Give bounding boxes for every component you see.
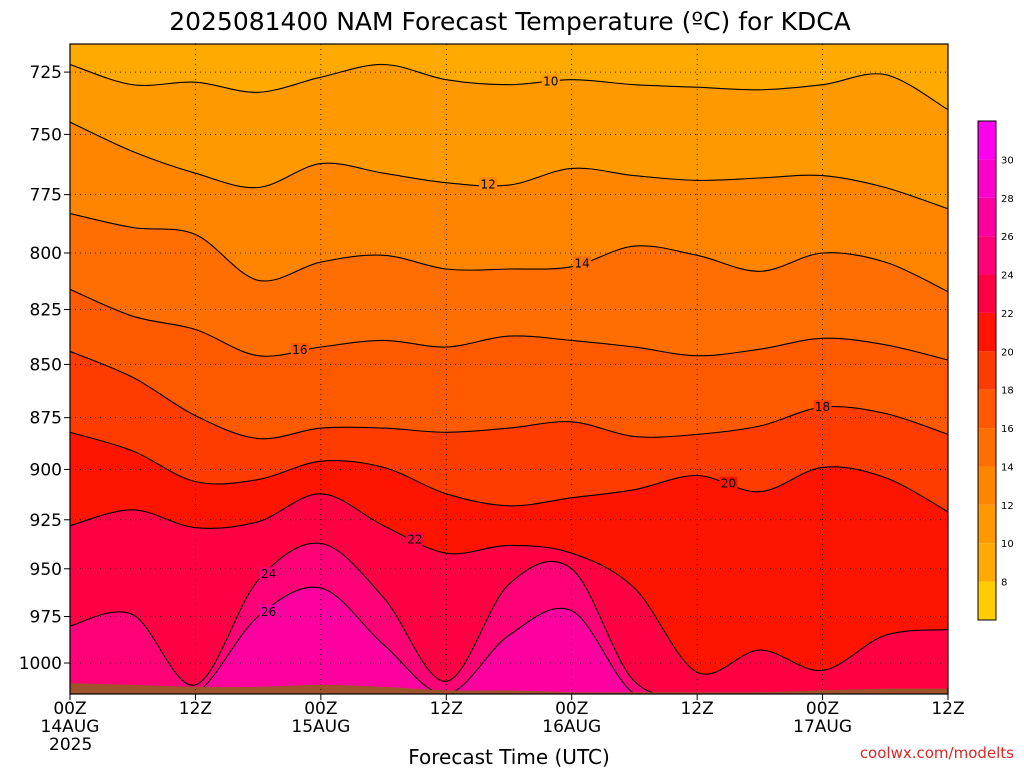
x-tick-label-24-1: 15AUG xyxy=(291,717,350,737)
colorbar-swatch-9 xyxy=(978,236,996,275)
colorbar-tick-16: 16 xyxy=(1001,424,1014,435)
isotherm-label-24: 24 xyxy=(261,567,276,581)
colorbar-swatch-1 xyxy=(978,543,996,582)
gridlines xyxy=(70,44,948,694)
isotherm-line-14 xyxy=(70,212,948,293)
isotherm-line-10 xyxy=(70,63,948,111)
ground-fill xyxy=(70,683,948,694)
colorbar-swatch-3 xyxy=(978,466,996,505)
isotherm-line-12 xyxy=(70,121,948,210)
isotherm-label-bg-22 xyxy=(405,532,424,546)
x-tick-label-0-0: 00Z xyxy=(53,699,86,719)
y-tick-label-825: 825 xyxy=(30,301,62,321)
colorbar-swatch-2 xyxy=(978,504,996,544)
isotherm-label-18: 18 xyxy=(815,400,830,414)
isotherm-line-24 xyxy=(70,542,948,694)
plot-frame xyxy=(69,43,949,695)
colorbar-swatch-7 xyxy=(978,312,996,352)
colorbar-swatch-5 xyxy=(978,389,996,429)
isotherm-label-14: 14 xyxy=(575,256,590,270)
y-tick-label-950: 950 xyxy=(30,560,62,580)
colorbar-tick-26: 26 xyxy=(1001,232,1014,243)
colorbar-swatch-10 xyxy=(978,197,996,237)
x-tick-label-12-0: 12Z xyxy=(179,699,212,719)
x-tick-label-84-0: 12Z xyxy=(931,699,964,719)
isotherm-line-22 xyxy=(70,493,948,675)
x-tick-label-72-0: 00Z xyxy=(806,699,839,719)
colorbar-swatch-8 xyxy=(978,274,996,313)
y-tick-label-850: 850 xyxy=(30,355,62,375)
y-tick-label-725: 725 xyxy=(30,63,62,83)
isotherm-label-10: 10 xyxy=(543,74,558,88)
colorbar-swatch-11 xyxy=(978,159,996,198)
y-axis: 725 750 775 800 825 850 875 900 925 950 975 1000 xyxy=(19,63,70,674)
colorbar-frame xyxy=(977,120,997,621)
isotherm-line-16 xyxy=(70,288,948,361)
isotherm-line-18 xyxy=(70,350,948,440)
isotherm-line-20 xyxy=(70,431,948,513)
chart-title: 2025081400 NAM Forecast Temperature (ºC)… xyxy=(169,7,851,36)
plot-area: 10 12 14 16 18 20 22 24 26 725 750 775 800 825 850 875 9… xyxy=(19,43,965,755)
y-tick-label-750: 750 xyxy=(30,125,62,145)
band-fill-26 xyxy=(70,587,948,694)
isotherm-label-bg-16 xyxy=(290,342,309,356)
colorbar-swatch-12 xyxy=(978,121,996,160)
isotherm-label-bg-14 xyxy=(573,256,592,270)
colorbar-tick-22: 22 xyxy=(1001,309,1014,320)
x-tick-label-60-0: 12Z xyxy=(681,699,714,719)
isotherm-label-bg-24 xyxy=(259,567,278,581)
x-tick-label-36-0: 12Z xyxy=(430,699,463,719)
y-tick-label-875: 875 xyxy=(30,409,62,429)
colorbar-tick-12: 12 xyxy=(1001,501,1014,512)
y-tick-label-925: 925 xyxy=(30,511,62,531)
colorbar-tick-24: 24 xyxy=(1001,271,1014,282)
x-tick-label-48-1: 16AUG xyxy=(542,717,601,737)
colorbar: 8 10 12 14 16 18 20 22 24 26 28 30 xyxy=(977,120,1014,621)
isotherm-label-22: 22 xyxy=(407,533,422,547)
colorbar-tick-10: 10 xyxy=(1001,539,1014,550)
x-tick-label-24-0: 00Z xyxy=(304,699,337,719)
colorbar-tick-30: 30 xyxy=(1001,155,1014,166)
colorbar-tick-8: 8 xyxy=(1001,578,1007,589)
isotherm-label-bg-18 xyxy=(813,400,832,414)
y-tick-label-775: 775 xyxy=(30,186,62,206)
credit-text: coolwx.com/modelts xyxy=(860,744,1014,762)
y-tick-label-975: 975 xyxy=(30,608,62,628)
temperature-fill-layer xyxy=(70,44,948,694)
isotherm-line-26 xyxy=(70,586,948,694)
colorbar-tick-20: 20 xyxy=(1001,347,1014,358)
y-tick-label-800: 800 xyxy=(30,244,62,264)
isotherm-label-16: 16 xyxy=(292,343,307,357)
isotherm-label-bg-26 xyxy=(259,604,278,618)
isotherm-lines-layer xyxy=(70,63,948,694)
isotherm-label-20: 20 xyxy=(721,477,736,491)
colorbar-tick-28: 28 xyxy=(1001,194,1014,205)
colorbar-tick-14: 14 xyxy=(1001,462,1014,473)
colorbar-swatch-6 xyxy=(978,351,996,390)
y-tick-label-1000: 1000 xyxy=(19,654,62,674)
isotherm-label-bg-20 xyxy=(719,476,738,490)
x-tick-label-48-0: 00Z xyxy=(555,699,588,719)
isotherm-labels: 10 12 14 16 18 20 22 24 26 xyxy=(259,74,832,619)
y-tick-label-900: 900 xyxy=(30,460,62,480)
x-tick-label-0-1: 14AUG xyxy=(41,717,100,737)
x-axis-label: Forecast Time (UTC) xyxy=(408,745,610,768)
x-tick-label-0-2: 2025 xyxy=(49,735,92,755)
colorbar-swatch-0 xyxy=(978,581,996,620)
colorbar-swatch-4 xyxy=(978,428,996,467)
colorbar-tick-18: 18 xyxy=(1001,386,1014,397)
isotherm-label-bg-12 xyxy=(479,177,498,191)
x-tick-label-72-1: 17AUG xyxy=(793,717,852,737)
isotherm-label-bg-10 xyxy=(541,74,560,88)
isotherm-label-12: 12 xyxy=(480,177,495,191)
isotherm-label-26: 26 xyxy=(261,605,276,619)
